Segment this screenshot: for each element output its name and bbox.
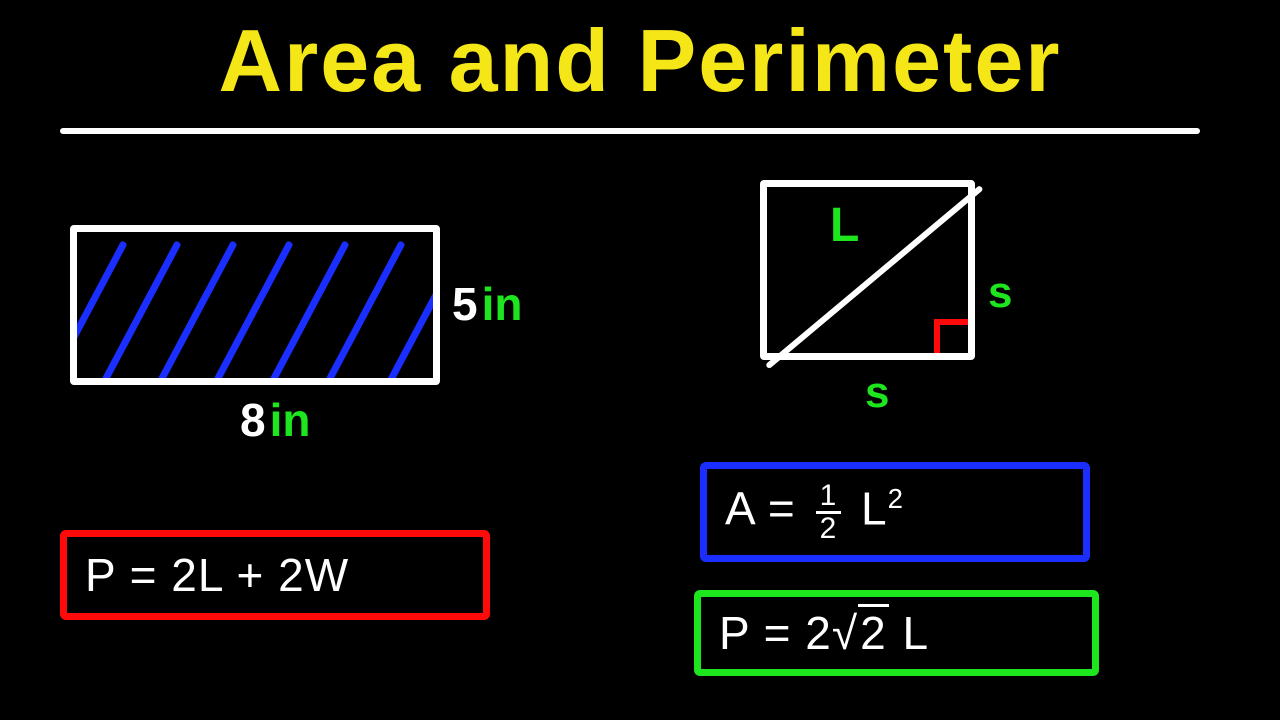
ps-tail: L bbox=[889, 607, 929, 659]
square-diagram: L s s A = 1 2 L2 P = 22 L bbox=[700, 180, 1220, 700]
square-shape bbox=[760, 180, 975, 360]
width-unit: in bbox=[270, 394, 311, 446]
frac-den: 2 bbox=[816, 514, 842, 544]
area-formula-box: A = 1 2 L2 bbox=[700, 462, 1090, 562]
ps-lhs: P = 2 bbox=[719, 607, 832, 659]
side-label-bottom: s bbox=[865, 368, 889, 418]
height-unit: in bbox=[482, 278, 523, 330]
frac-num: 1 bbox=[816, 481, 842, 514]
area-lhs: A = bbox=[725, 482, 810, 534]
area-formula-text: A = 1 2 L2 bbox=[725, 481, 904, 544]
sqrt-icon: 2 bbox=[832, 606, 889, 660]
perimeter-formula-text: P = 2L + 2W bbox=[85, 548, 349, 602]
height-value: 5 bbox=[452, 278, 478, 330]
area-tail: L bbox=[861, 482, 888, 534]
perimeter-square-formula-text: P = 2 2 L bbox=[719, 606, 929, 660]
fraction-half: 1 2 bbox=[816, 481, 842, 544]
perimeter-formula-box: P = 2L + 2W bbox=[60, 530, 490, 620]
right-angle-marker bbox=[934, 319, 968, 353]
width-value: 8 bbox=[240, 394, 266, 446]
area-exp: 2 bbox=[888, 483, 904, 514]
side-label-right: s bbox=[988, 268, 1012, 318]
title-underline bbox=[60, 128, 1200, 134]
rectangle-hatching bbox=[77, 232, 433, 378]
rectangle-diagram: 5in 8in P = 2L + 2W bbox=[60, 225, 580, 645]
diagonal-label-L: L bbox=[830, 198, 859, 253]
rectangle-shape bbox=[70, 225, 440, 385]
perimeter-square-formula-box: P = 2 2 L bbox=[694, 590, 1099, 676]
radicand: 2 bbox=[858, 604, 889, 659]
page-title: Area and Perimeter bbox=[218, 10, 1061, 112]
rectangle-height-label: 5in bbox=[452, 277, 522, 331]
rectangle-width-label: 8in bbox=[240, 393, 310, 447]
